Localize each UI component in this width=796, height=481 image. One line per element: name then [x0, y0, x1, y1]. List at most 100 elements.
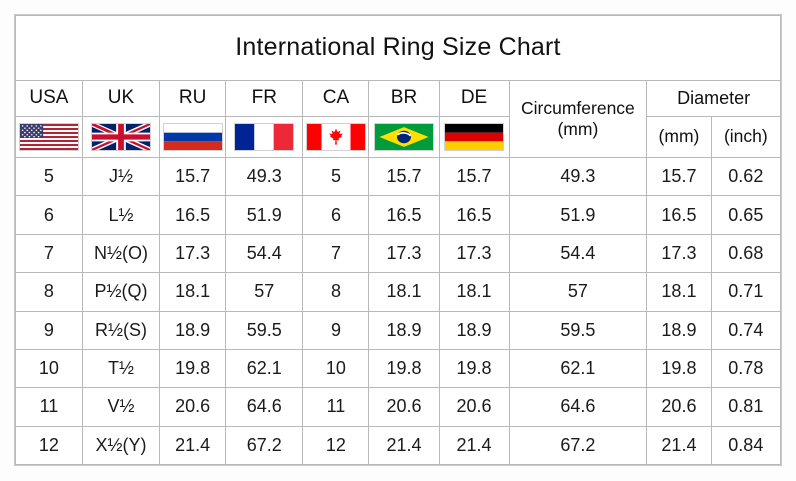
cell-ca: 10: [302, 348, 370, 389]
cell-de: 18.9: [438, 310, 510, 350]
table-row: 7 N½(O) 17.3 54.4 7 17.3 17.3 54.4 17.3 …: [15, 233, 782, 274]
cell-de: 19.8: [438, 348, 510, 389]
table-row: 10 T½ 19.8 62.1 10 19.8 19.8 62.1 19.8 0…: [15, 348, 782, 389]
ring-size-table: International Ring Size Chart USA UK RU …: [15, 15, 782, 466]
table-row: 5 J½ 15.7 49.3 5 15.7 15.7 49.3 15.7 0.6…: [15, 157, 782, 197]
header-br: BR: [368, 79, 440, 117]
cell-usa: 7: [15, 233, 83, 274]
cell-ru: 21.4: [159, 425, 227, 466]
cell-diameter-mm: 16.5: [646, 195, 712, 235]
cell-usa: 10: [15, 348, 83, 389]
cell-ru: 19.8: [159, 348, 227, 389]
cell-br: 18.1: [368, 272, 440, 312]
flag-cell-de: [438, 115, 510, 159]
cell-de: 18.1: [438, 272, 510, 312]
flag-france-icon: [234, 122, 295, 151]
cell-de: 20.6: [438, 387, 510, 427]
cell-ca: 6: [302, 195, 370, 235]
cell-diameter-inch: 0.84: [710, 425, 782, 466]
flag-brazil-icon: [373, 122, 434, 151]
cell-ru: 18.1: [159, 272, 227, 312]
cell-ru: 20.6: [159, 387, 227, 427]
cell-br: 15.7: [368, 157, 440, 197]
title-row: International Ring Size Chart: [15, 15, 781, 81]
cell-circumference-mm: 57: [508, 272, 648, 312]
cell-uk: J½: [81, 157, 161, 197]
cell-br: 20.6: [368, 387, 440, 427]
cell-ca: 5: [302, 157, 370, 197]
cell-circumference-mm: 62.1: [508, 348, 648, 389]
cell-circumference-mm: 59.5: [508, 310, 648, 350]
cell-ru: 15.7: [159, 157, 227, 197]
cell-usa: 6: [15, 195, 83, 235]
cell-fr: 59.5: [225, 310, 304, 350]
cell-br: 18.9: [368, 310, 440, 350]
cell-fr: 67.2: [225, 425, 304, 466]
header-diameter-mm: (mm): [646, 115, 712, 159]
cell-ru: 16.5: [159, 195, 227, 235]
cell-br: 16.5: [368, 195, 440, 235]
cell-ca: 12: [302, 425, 370, 466]
cell-de: 16.5: [438, 195, 510, 235]
cell-de: 15.7: [438, 157, 510, 197]
header-uk: UK: [81, 79, 161, 117]
cell-usa: 8: [15, 272, 83, 312]
flag-cell-fr: [225, 115, 304, 159]
cell-diameter-mm: 18.1: [646, 272, 712, 312]
cell-br: 19.8: [368, 348, 440, 389]
flag-cell-uk: [81, 115, 161, 159]
table-row: 8 P½(Q) 18.1 57 8 18.1 18.1 57 18.1 0.71: [15, 272, 782, 312]
flag-cell-br: [368, 115, 440, 159]
cell-uk: N½(O): [81, 233, 161, 274]
cell-diameter-inch: 0.68: [710, 233, 782, 274]
header-code-row: USA UK RU FR CA BR DE Circumference (mm)…: [15, 79, 781, 159]
cell-diameter-mm: 19.8: [646, 348, 712, 389]
cell-fr: 54.4: [225, 233, 304, 274]
cell-circumference-mm: 51.9: [508, 195, 648, 235]
cell-ca: 7: [302, 233, 370, 274]
cell-diameter-inch: 0.65: [710, 195, 782, 235]
cell-ru: 18.9: [159, 310, 227, 350]
flag-cell-ru: [159, 115, 227, 159]
cell-diameter-inch: 0.62: [710, 157, 782, 197]
cell-de: 17.3: [438, 233, 510, 274]
header-circumference: Circumference (mm): [508, 79, 648, 159]
header-flag-row: (mm) (inch): [15, 115, 782, 159]
cell-fr: 57: [225, 272, 304, 312]
table-row: 6 L½ 16.5 51.9 6 16.5 16.5 51.9 16.5 0.6…: [15, 195, 782, 235]
cell-uk: P½(Q): [81, 272, 161, 312]
cell-uk: V½: [81, 387, 161, 427]
cell-diameter-mm: 21.4: [646, 425, 712, 466]
cell-diameter-inch: 0.74: [710, 310, 782, 350]
cell-diameter-inch: 0.71: [710, 272, 782, 312]
cell-ca: 8: [302, 272, 370, 312]
cell-uk: T½: [81, 348, 161, 389]
cell-circumference-mm: 67.2: [508, 425, 648, 466]
cell-diameter-inch: 0.78: [710, 348, 782, 389]
cell-usa: 12: [15, 425, 83, 466]
table-row: 11 V½ 20.6 64.6 11 20.6 20.6 64.6 20.6 0…: [15, 387, 782, 427]
flag-canada-icon: [305, 122, 366, 151]
cell-usa: 5: [15, 157, 83, 197]
header-diameter-inch: (inch): [710, 115, 782, 159]
cell-diameter-mm: 15.7: [646, 157, 712, 197]
cell-ca: 11: [302, 387, 370, 427]
header-circumference-unit: (mm): [557, 118, 599, 139]
cell-br: 21.4: [368, 425, 440, 466]
cell-diameter-inch: 0.81: [710, 387, 782, 427]
flag-usa-icon: [18, 122, 79, 151]
cell-br: 17.3: [368, 233, 440, 274]
flag-cell-ca: [302, 115, 370, 159]
table-row: 9 R½(S) 18.9 59.5 9 18.9 18.9 59.5 18.9 …: [15, 310, 782, 350]
ring-size-chart-frame: International Ring Size Chart USA UK RU …: [14, 14, 782, 466]
flag-germany-icon: [444, 122, 505, 151]
cell-uk: L½: [81, 195, 161, 235]
cell-fr: 49.3: [225, 157, 304, 197]
cell-circumference-mm: 54.4: [508, 233, 648, 274]
flag-uk-icon: [90, 122, 151, 151]
flag-cell-usa: [15, 115, 83, 159]
cell-diameter-mm: 20.6: [646, 387, 712, 427]
header-circumference-line1: Circumference: [521, 98, 635, 119]
cell-usa: 11: [15, 387, 83, 427]
